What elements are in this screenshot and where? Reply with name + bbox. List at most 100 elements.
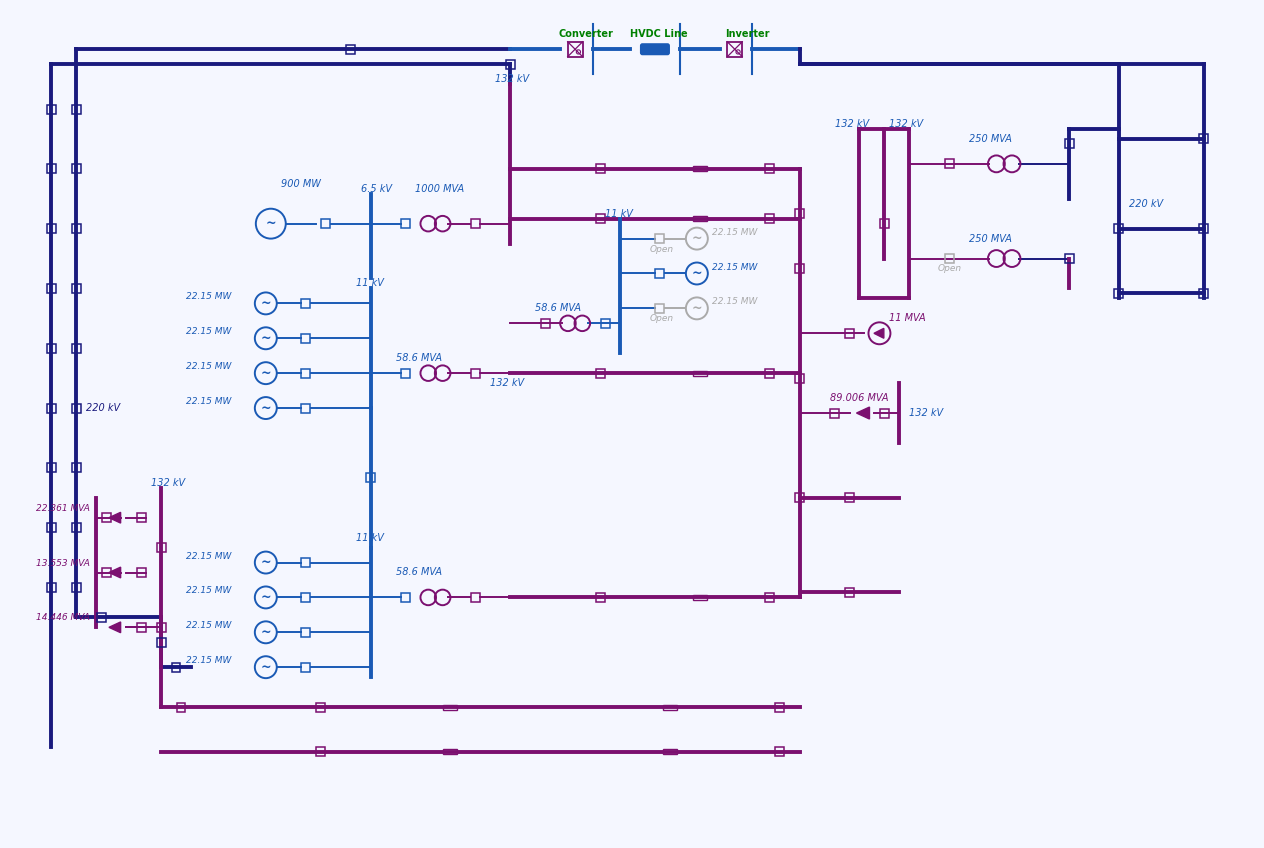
Text: ~: ~ [691, 302, 703, 315]
Bar [656, 234, 665, 243]
Text: 22.15 MW: 22.15 MW [186, 362, 231, 371]
Bar [72, 523, 81, 533]
Text: 132 kV: 132 kV [909, 408, 943, 418]
Bar [880, 219, 889, 228]
Bar [101, 513, 111, 522]
Polygon shape [109, 512, 120, 523]
Bar [47, 404, 56, 412]
Text: 22.15 MW: 22.15 MW [186, 551, 231, 561]
Bar [72, 463, 81, 472]
Bar [137, 622, 145, 632]
Bar [693, 216, 707, 221]
Text: 132 kV: 132 kV [152, 477, 186, 488]
Bar [795, 374, 804, 382]
Text: 22.15 MW: 22.15 MW [712, 263, 757, 271]
Bar [401, 593, 410, 602]
Text: ~: ~ [260, 332, 270, 345]
Bar [157, 622, 166, 632]
Bar [444, 750, 458, 755]
Bar [47, 284, 56, 293]
Text: 132 kV: 132 kV [490, 378, 525, 388]
Text: 250 MVA: 250 MVA [969, 134, 1012, 144]
Text: Inverter: Inverter [724, 30, 770, 39]
Text: ~: ~ [260, 297, 270, 310]
Bar [595, 369, 604, 377]
Text: Open: Open [650, 315, 674, 323]
Bar [137, 568, 145, 577]
Bar [693, 166, 707, 171]
Text: 250 MVA: 250 MVA [969, 233, 1012, 243]
Text: 11 kV: 11 kV [355, 278, 383, 288]
Bar [72, 284, 81, 293]
Bar [595, 215, 604, 223]
Bar [471, 593, 480, 602]
Bar [367, 473, 375, 483]
Bar [795, 264, 804, 273]
Bar [444, 705, 458, 710]
Text: 14.446 MVA: 14.446 MVA [37, 613, 90, 622]
Bar [101, 568, 111, 577]
Text: 1000 MVA: 1000 MVA [416, 184, 465, 193]
Text: Converter: Converter [559, 30, 613, 39]
Bar [72, 104, 81, 114]
Text: 132 kV: 132 kV [834, 119, 868, 129]
Bar [301, 593, 310, 602]
Bar [471, 219, 480, 228]
Text: 22.15 MW: 22.15 MW [186, 293, 231, 301]
Bar [401, 219, 410, 228]
Text: 58.6 MVA: 58.6 MVA [396, 354, 441, 363]
Bar [1200, 224, 1208, 233]
Bar [693, 371, 707, 376]
Bar [1115, 289, 1124, 298]
Bar [177, 703, 186, 711]
Bar [301, 628, 310, 637]
Bar [316, 747, 325, 756]
Text: 11 MVA: 11 MVA [890, 313, 927, 323]
Bar [506, 59, 514, 69]
Text: 22.361 MVA: 22.361 MVA [37, 504, 90, 513]
Bar [656, 304, 665, 313]
Text: ~: ~ [260, 591, 270, 604]
Bar [662, 750, 678, 755]
Bar [72, 165, 81, 173]
Bar [47, 104, 56, 114]
Bar [47, 583, 56, 592]
Text: 22.15 MW: 22.15 MW [712, 298, 757, 306]
Bar [568, 42, 583, 57]
Bar [1064, 254, 1073, 263]
Bar [944, 159, 954, 169]
Polygon shape [109, 622, 120, 633]
Bar [541, 319, 550, 328]
Bar [96, 613, 106, 622]
Bar [600, 319, 609, 328]
Text: 22.15 MW: 22.15 MW [186, 622, 231, 630]
Text: 22.15 MW: 22.15 MW [186, 587, 231, 595]
Bar [47, 224, 56, 233]
Text: 132 kV: 132 kV [890, 119, 924, 129]
Bar [775, 747, 784, 756]
Bar [301, 404, 310, 412]
Text: 22.15 MW: 22.15 MW [186, 397, 231, 406]
Text: 22.15 MW: 22.15 MW [186, 327, 231, 337]
Polygon shape [857, 407, 870, 419]
Bar [795, 494, 804, 502]
Bar [301, 369, 310, 377]
Bar [47, 165, 56, 173]
Bar [301, 558, 310, 567]
FancyBboxPatch shape [641, 44, 669, 54]
Text: Open: Open [938, 265, 962, 274]
Bar [830, 409, 839, 417]
Bar [346, 45, 355, 53]
Bar [72, 583, 81, 592]
Bar [321, 219, 330, 228]
Bar [880, 409, 889, 417]
Bar [595, 593, 604, 602]
Bar [72, 343, 81, 353]
Text: 220 kV: 220 kV [1129, 198, 1163, 209]
Bar [765, 593, 774, 602]
Text: ~: ~ [691, 232, 703, 245]
Bar [157, 638, 166, 647]
Bar [47, 463, 56, 472]
Bar [72, 404, 81, 412]
Text: 11 kV: 11 kV [355, 533, 383, 543]
